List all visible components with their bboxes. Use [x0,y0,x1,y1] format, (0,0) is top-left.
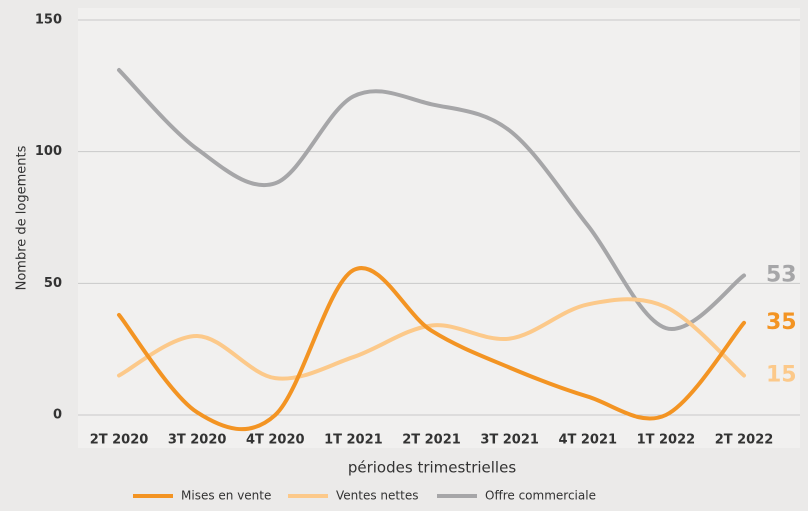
legend-label: Ventes nettes [336,489,418,503]
legend-label: Offre commerciale [485,489,596,503]
end-label: 35 [766,310,797,335]
y-tick-label: 0 [53,408,62,423]
x-tick-label: 2T 2022 [715,433,774,448]
x-tick-label: 2T 2021 [402,433,461,448]
series-line [117,266,746,432]
y-tick-label: 150 [35,13,62,28]
x-axis-title: périodes trimestrielles [348,459,516,477]
y-tick-label: 100 [35,144,62,159]
x-tick-label: 4T 2020 [246,433,305,448]
end-label: 53 [766,262,797,287]
series-line [117,68,746,331]
x-tick-label: 3T 2021 [480,433,539,448]
legend-label: Mises en vente [181,489,271,503]
x-tick-label: 3T 2020 [168,433,227,448]
series-line [117,297,746,381]
x-tick-label: 1T 2021 [324,433,383,448]
end-label: 15 [766,363,797,388]
x-tick-label: 1T 2022 [637,433,696,448]
x-tick-label: 2T 2020 [90,433,149,448]
x-tick-label: 4T 2021 [558,433,617,448]
y-axis-title: Nombre de logements [15,145,30,290]
y-tick-label: 50 [44,276,62,291]
plot-area [78,8,800,448]
